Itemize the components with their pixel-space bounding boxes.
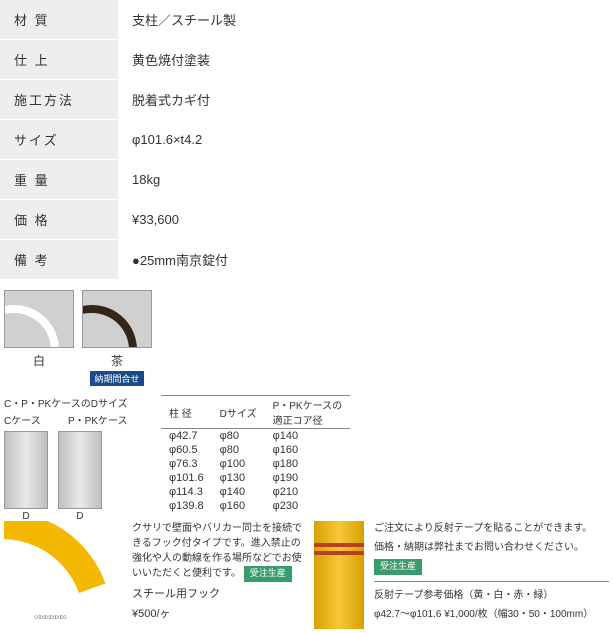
color-swatch: 茶納期問合せ	[82, 290, 152, 387]
size-cell: φ160	[212, 499, 265, 513]
spec-value: 18kg	[118, 160, 613, 200]
case-label-ppk: P・PKケース	[68, 412, 128, 427]
size-cell: φ190	[265, 471, 351, 485]
case-label-c: Cケース	[4, 412, 60, 427]
spec-value: φ101.6×t4.2	[118, 120, 613, 160]
size-cell: φ140	[265, 429, 351, 444]
size-cell: φ139.8	[161, 499, 212, 513]
spec-label: 施工方法	[0, 80, 118, 120]
size-cell: φ140	[212, 485, 265, 499]
hook-description: クサリで壁面やバリカー同士を接続できるフック付タイプです。進入禁止の強化や人の動…	[132, 521, 304, 629]
size-cell: φ180	[265, 457, 351, 471]
spec-label: サイズ	[0, 120, 118, 160]
case-image-ppk	[58, 431, 102, 509]
case-labels: Cケース P・PKケース	[4, 412, 149, 427]
size-table: 柱 径DサイズP・PKケースの適正コア径 φ42.7φ80φ140φ60.5φ8…	[161, 395, 350, 513]
mid-section: C・P・PKケースのDサイズ Cケース P・PKケース 柱 径DサイズP・PKケ…	[0, 389, 613, 517]
size-cell: φ100	[212, 457, 265, 471]
size-cell: φ80	[212, 443, 265, 457]
spec-value: 黄色焼付塗装	[118, 40, 613, 80]
spec-label: 備 考	[0, 240, 118, 280]
size-header: 柱 径	[161, 396, 212, 429]
spec-value: ●25mm南京錠付	[118, 240, 613, 280]
size-cell: φ114.3	[161, 485, 212, 499]
spec-value: 支柱／スチール製	[118, 0, 613, 40]
pipe-tape-image	[314, 521, 364, 629]
spec-label: 重 量	[0, 160, 118, 200]
color-swatch: 白	[4, 290, 74, 387]
size-cell: φ101.6	[161, 471, 212, 485]
spec-table: 材 質支柱／スチール製仕 上黄色焼付塗装施工方法脱着式カギ付サイズφ101.6×…	[0, 0, 613, 280]
pipe-arc-image: ∞∞∞∞∞∞	[4, 521, 122, 629]
spec-label: 仕 上	[0, 40, 118, 80]
tape-price: φ42.7〜φ101.6 ¥1,000/枚（幅30・50・100mm）	[374, 607, 609, 622]
size-cell: φ60.5	[161, 443, 212, 457]
spec-label: 材 質	[0, 0, 118, 40]
hook-price: ¥500/ヶ	[132, 606, 304, 623]
size-cell: φ42.7	[161, 429, 212, 444]
size-header: Dサイズ	[212, 396, 265, 429]
spec-value: ¥33,600	[118, 200, 613, 240]
badge-lead-time: 納期問合せ	[90, 371, 143, 386]
size-cell: φ210	[265, 485, 351, 499]
case-image-c	[4, 431, 48, 509]
size-cell: φ80	[212, 429, 265, 444]
case-column: C・P・PKケースのDサイズ Cケース P・PKケース	[4, 395, 149, 509]
spec-label: 価 格	[0, 200, 118, 240]
case-title: C・P・PKケースのDサイズ	[4, 395, 149, 410]
tape-line1: ご注文により反射テープを貼ることができます。	[374, 521, 609, 536]
tape-description: ご注文により反射テープを貼ることができます。 価格・納期は弊社までお問い合わせく…	[374, 521, 609, 629]
size-header: P・PKケースの適正コア径	[265, 396, 351, 429]
size-cell: φ130	[212, 471, 265, 485]
badge-made-to-order: 受注生産	[244, 566, 292, 582]
spec-value: 脱着式カギ付	[118, 80, 613, 120]
size-cell: φ230	[265, 499, 351, 513]
badge-made-to-order-2: 受注生産	[374, 559, 422, 575]
swatch-label: 茶	[82, 348, 152, 369]
case-images	[4, 431, 149, 509]
color-swatch-section: 白茶納期問合せ	[0, 280, 613, 389]
size-cell: φ160	[265, 443, 351, 457]
chain-icon: ∞∞∞∞∞∞	[34, 612, 65, 623]
tape-line2: 価格・納期は弊社までお問い合わせください。	[374, 540, 609, 555]
size-cell: φ76.3	[161, 457, 212, 471]
swatch-label: 白	[4, 348, 74, 369]
hook-product: スチール用フック	[132, 586, 304, 603]
bottom-section: ∞∞∞∞∞∞ クサリで壁面やバリカー同士を接続できるフック付タイプです。進入禁止…	[0, 517, 613, 633]
tape-title: 反射テープ参考価格（黄・白・赤・緑）	[374, 588, 609, 603]
